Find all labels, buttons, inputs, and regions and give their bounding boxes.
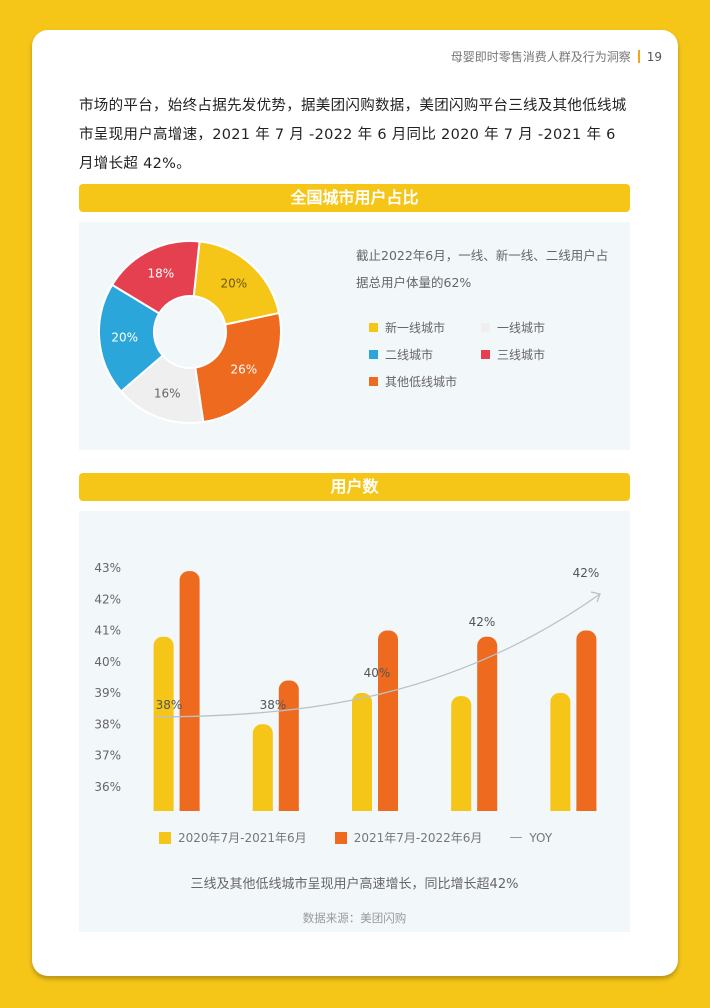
- bar-curr-1: [278, 680, 299, 811]
- bar-prev-0: [153, 636, 174, 811]
- bar-curr-0: [179, 571, 200, 811]
- legend-swatch: [481, 350, 490, 359]
- pie-slice-3: [98, 283, 165, 393]
- y-tick-label: 42%: [94, 592, 121, 606]
- bar-panel: 35%36%37%38%39%40%41%42%43%新一线城市一线城市二线城市…: [79, 511, 630, 932]
- pie-slice-4: [110, 240, 201, 315]
- y-tick-label: 36%: [94, 780, 121, 794]
- bar-prev-2: [352, 693, 372, 811]
- y-tick-label: 41%: [94, 624, 121, 638]
- legend-swatch: [159, 831, 171, 844]
- bar-legend-item: 2021年7月-2022年6月: [334, 829, 483, 846]
- bar-chart: 35%36%37%38%39%40%41%42%43%新一线城市一线城市二线城市…: [94, 561, 601, 811]
- legend-swatch: [369, 350, 378, 359]
- section-title-city-share: 全国城市用户占比: [79, 184, 630, 212]
- pie-slice-label: 16%: [154, 386, 181, 400]
- bar-prev-3: [451, 696, 472, 811]
- report-title: 母婴即时零售消费人群及行为洞察: [450, 50, 631, 64]
- legend-label: 二线城市: [385, 348, 434, 362]
- bar-curr-2: [378, 630, 398, 811]
- bar-base: [252, 808, 273, 811]
- bar-base: [153, 808, 174, 811]
- legend-label: 其他低线城市: [385, 375, 458, 389]
- donut-chart: 20% 26% 16% 20% 18%: [98, 240, 282, 424]
- legend-label: 三线城市: [497, 348, 546, 362]
- pie-legend-item: 一线城市: [481, 319, 545, 336]
- bar-base: [278, 808, 299, 811]
- bar-legend-item: 2020年7月-2021年6月: [159, 829, 307, 846]
- page-header: 母婴即时零售消费人群及行为洞察 19: [451, 48, 662, 65]
- pie-slice-label: 26%: [230, 362, 257, 376]
- bar-prev-1: [252, 724, 273, 811]
- page-number: 19: [646, 49, 662, 64]
- bar-base: [352, 808, 372, 811]
- header-divider: [637, 50, 640, 63]
- y-tick-label: 39%: [94, 686, 121, 700]
- yoy-label: 38%: [260, 698, 287, 712]
- section-title-users: 用户数: [79, 473, 630, 501]
- bar-curr-4: [576, 630, 597, 811]
- legend-label: 2021年7月-2022年6月: [353, 831, 483, 845]
- intro-paragraph: 市场的平台，始终占据先发优势，据美团闪购数据，美团闪购平台三线及其他低线城市呈现…: [79, 98, 627, 172]
- pie-note: 截止2022年6月，一线、新一线、二线用户占据总用户体量的62%: [356, 248, 609, 290]
- yoy-label: 42%: [469, 615, 496, 629]
- yoy-curve: [155, 593, 601, 718]
- yoy-label: 42%: [573, 566, 600, 580]
- bar-legend: 2020年7月-2021年6月 2021年7月-2022年6月 YOY: [159, 829, 580, 846]
- legend-swatch: [369, 377, 378, 386]
- legend-line: [510, 837, 523, 838]
- chart-summary: 三线及其他低线城市呈现用户高速增长，同比增长超42%: [190, 877, 519, 892]
- bar-base: [550, 808, 571, 811]
- pie-legend-item: 其他低线城市: [369, 373, 457, 390]
- pie-legend-item: 三线城市: [481, 346, 545, 363]
- pie-slice-label: 20%: [220, 276, 247, 290]
- data-source: 数据来源：美团闪购: [302, 911, 407, 925]
- bar-prev-4: [550, 693, 571, 811]
- yoy-label: 40%: [364, 666, 391, 680]
- bar-base: [477, 808, 498, 811]
- pie-slice-0: [192, 240, 281, 326]
- legend-label: 一线城市: [497, 321, 546, 335]
- legend-label: 2020年7月-2021年6月: [178, 831, 307, 845]
- bar-base: [576, 808, 597, 811]
- pie-slice-1: [194, 311, 282, 424]
- y-tick-label: 40%: [94, 655, 121, 669]
- pie-legend-item: 二线城市: [369, 346, 433, 363]
- pie-slice-label: 20%: [111, 330, 138, 344]
- y-tick-label: 38%: [94, 717, 121, 731]
- pie-slice-label: 18%: [148, 266, 175, 280]
- bar-base: [451, 808, 472, 811]
- y-tick-label: 37%: [94, 749, 121, 763]
- bar-base: [179, 808, 200, 811]
- bar-curr-3: [477, 636, 498, 811]
- bar-base: [378, 808, 398, 811]
- pie-panel: 20% 26% 16% 20% 18% 截止2022年6月，一线、新一线、二线用户占据总…: [79, 222, 630, 450]
- legend-swatch: [334, 831, 347, 844]
- legend-label: 新一线城市: [385, 321, 446, 335]
- legend-swatch: [369, 323, 378, 332]
- page-card: 母婴即时零售消费人群及行为洞察 19 市场的平台，始终占据先发优势，据美团闪购数…: [32, 30, 678, 976]
- yoy-label: 38%: [156, 698, 183, 712]
- legend-swatch: [481, 323, 490, 332]
- legend-label: YOY: [529, 830, 553, 845]
- pie-legend-item: 新一线城市: [369, 319, 445, 336]
- yoy-arrowhead: [590, 591, 601, 603]
- y-tick-label: 43%: [94, 561, 121, 575]
- bar-legend-item-yoy: YOY: [510, 829, 552, 846]
